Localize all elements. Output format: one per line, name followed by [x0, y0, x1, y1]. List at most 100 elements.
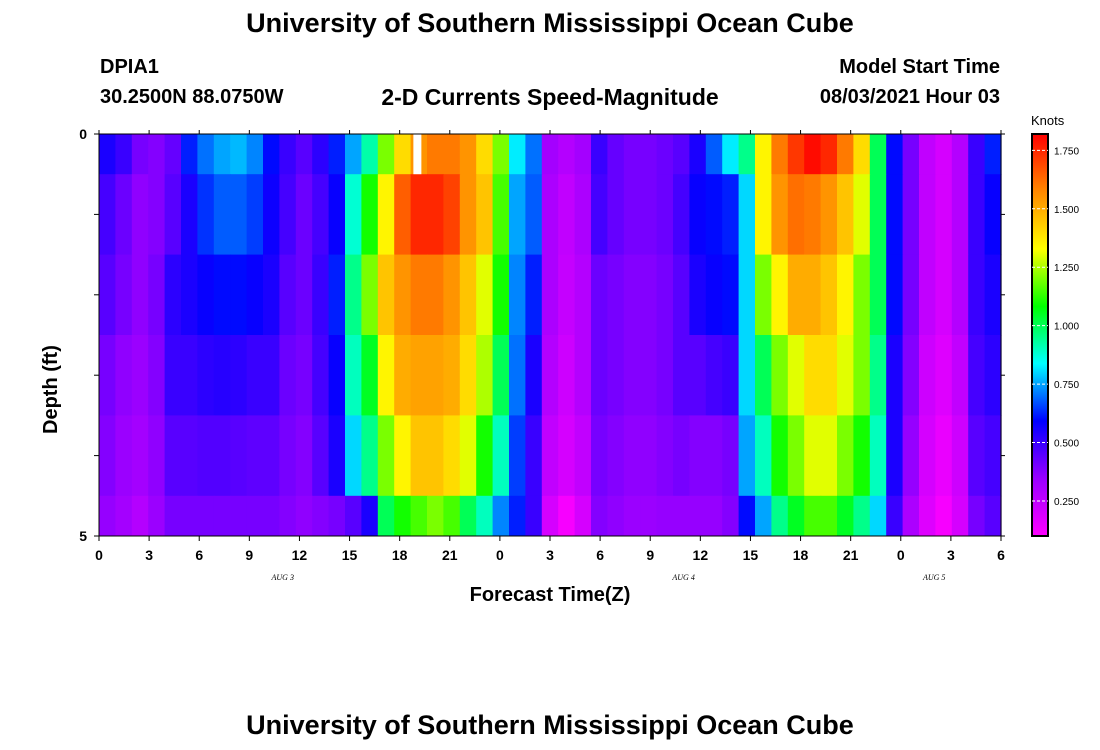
heatmap-cell: [623, 174, 641, 256]
missing-data-cell: [413, 134, 422, 175]
colorbar-unit: Knots: [1031, 113, 1065, 128]
heatmap-cell: [968, 335, 986, 416]
heatmap-cell: [951, 174, 969, 256]
heatmap-cell: [443, 335, 461, 416]
heatmap-cell: [919, 415, 936, 497]
page-title: University of Southern Mississippi Ocean…: [246, 8, 854, 38]
heatmap-cell: [148, 335, 166, 416]
heatmap-cell: [951, 495, 969, 537]
heatmap-cell: [492, 174, 510, 256]
heatmap-cell: [804, 495, 822, 537]
x-tick-label: 6: [195, 547, 203, 563]
colorbar: 0.250 0.500 0.750 1.000 1.250 1.500 1.750: [1031, 133, 1079, 537]
heatmap-cell: [640, 335, 658, 416]
heatmap-cell: [984, 174, 1002, 256]
heatmap-cell: [558, 254, 576, 336]
heatmap-cell: [804, 134, 822, 175]
heatmap-cell: [312, 174, 330, 256]
heatmap-cell: [197, 495, 215, 537]
heatmap-cell: [869, 495, 887, 537]
heatmap-cell: [837, 174, 854, 256]
heatmap-cell: [394, 254, 412, 336]
heatmap-cell: [689, 415, 707, 497]
heatmap-cell: [394, 415, 412, 497]
heatmap-cell: [99, 174, 116, 256]
heatmap-cell: [722, 174, 740, 256]
heatmap-cell: [886, 174, 904, 256]
heatmap-cell: [427, 335, 444, 416]
heatmap-cell: [345, 254, 362, 336]
heatmap-cell: [919, 335, 936, 416]
heatmap-cell: [394, 134, 412, 175]
heatmap-cell: [410, 495, 428, 537]
heatmap-cell: [148, 254, 166, 336]
heatmap-cell: [279, 495, 297, 537]
x-tick-label: 6: [596, 547, 604, 563]
heatmap-cell: [246, 495, 264, 537]
heatmap-cell: [919, 254, 936, 336]
heatmap-cell: [738, 174, 756, 256]
heatmap-cell: [509, 415, 526, 497]
heatmap-cell: [164, 134, 182, 175]
heatmap-cell: [263, 415, 280, 497]
heatmap-cell: [410, 254, 428, 336]
heatmap-cell: [919, 174, 936, 256]
colorbar-tick-label: 1.250: [1054, 263, 1079, 274]
heatmap-cell: [312, 495, 330, 537]
heatmap-cell: [443, 134, 461, 175]
colorbar-tick-label: 1.000: [1054, 322, 1079, 333]
heatmap-cell: [935, 254, 953, 336]
heatmap-cell: [656, 134, 674, 175]
heatmap-cell: [443, 495, 461, 537]
heatmap-cell: [476, 134, 494, 175]
heatmap-cell: [197, 254, 215, 336]
heatmap-cell: [656, 174, 674, 256]
x-tick-label: 15: [342, 547, 358, 563]
heatmap-cell: [558, 174, 576, 256]
x-tick-label: 15: [743, 547, 759, 563]
heatmap-cell: [951, 335, 969, 416]
heatmap-cell: [673, 495, 690, 537]
heatmap-cell: [607, 495, 625, 537]
heatmap-cell: [230, 335, 248, 416]
heatmap-cell: [328, 495, 346, 537]
heatmap-cell: [164, 495, 182, 537]
heatmap-cell: [755, 495, 772, 537]
heatmap-cell: [345, 495, 362, 537]
heatmap-cell: [230, 254, 248, 336]
colorbar-tick-label: 1.500: [1054, 205, 1079, 216]
heatmap-cell: [476, 415, 494, 497]
heatmap-cell: [131, 174, 149, 256]
heatmap-cell: [377, 335, 395, 416]
heatmap-cell: [509, 174, 526, 256]
heatmap-cell: [295, 335, 313, 416]
heatmap-cell: [574, 174, 592, 256]
heatmap-cell: [443, 415, 461, 497]
heatmap-cell: [131, 415, 149, 497]
colorbar-bar: [1031, 133, 1049, 537]
heatmap-cell: [377, 134, 395, 175]
heatmap-cell: [656, 495, 674, 537]
heatmap-cell: [525, 174, 543, 256]
colorbar-tick-label: 0.250: [1054, 497, 1079, 508]
heatmap-cell: [361, 174, 379, 256]
heatmap-cell: [99, 134, 116, 175]
heatmap-cell: [574, 495, 592, 537]
heatmap-cell: [197, 174, 215, 256]
heatmap-cell: [148, 415, 166, 497]
heatmap-cell: [361, 134, 379, 175]
heatmap-cell: [705, 335, 723, 416]
heatmap-cell: [246, 415, 264, 497]
heatmap-cell: [541, 254, 559, 336]
heatmap-cell: [738, 254, 756, 336]
heatmap-cell: [148, 174, 166, 256]
x-axis-label: Forecast Time(Z): [469, 584, 631, 606]
x-tick-label: 6: [997, 547, 1005, 563]
heatmap-cell: [869, 335, 887, 416]
y-tick-label: 0: [79, 126, 87, 142]
heatmap-cell: [312, 415, 330, 497]
heatmap-cell: [656, 335, 674, 416]
heatmap-cell: [771, 415, 789, 497]
heatmap-cell: [705, 174, 723, 256]
heatmap-cells: [99, 134, 1002, 537]
